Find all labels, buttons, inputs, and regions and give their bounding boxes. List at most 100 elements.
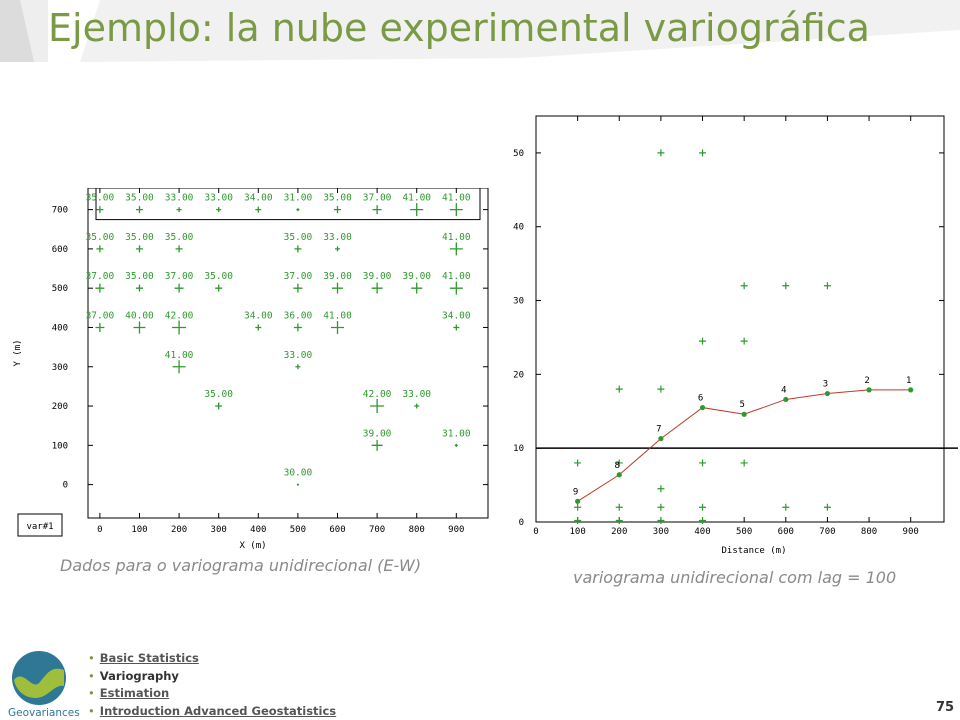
x-tick-label: 200: [611, 527, 627, 537]
sample-point: [293, 323, 302, 332]
sample-point: [295, 364, 301, 370]
sample-point: [172, 360, 186, 374]
sample-point: [176, 207, 182, 213]
sample-value-label: 36.00: [284, 310, 313, 321]
sample-point: [334, 206, 342, 214]
x-tick-label: 100: [131, 525, 147, 535]
title-band-decoration: [0, 0, 960, 62]
sample-value-label: 41.00: [442, 193, 471, 204]
selected-row-frame: [95, 188, 481, 221]
sample-value-label: 35.00: [204, 271, 233, 282]
cloud-point: [657, 485, 665, 493]
sample-point: [411, 282, 423, 294]
geovariances-logo: Geovariances: [8, 651, 80, 719]
sample-value-label: 35.00: [204, 389, 233, 400]
cloud-point: [699, 337, 707, 345]
y-tick-label: 0: [63, 481, 68, 491]
sample-point: [215, 402, 223, 410]
y-tick-label: 200: [52, 402, 68, 412]
sample-point: [293, 283, 303, 293]
cloud-point: [699, 149, 707, 157]
x-tick-label: 300: [653, 527, 669, 537]
plot-frame: [535, 115, 945, 523]
cloud-point: [657, 385, 665, 393]
sample-point: [255, 206, 262, 213]
right-chart-caption: variograma unidirecional com lag = 100: [573, 568, 897, 587]
x-tick-label: 100: [569, 527, 585, 537]
cloud-point: [615, 503, 623, 511]
nav-item: Variography: [88, 668, 336, 686]
cloud-point: [699, 517, 707, 525]
sample-point: [174, 283, 184, 293]
cloud-point: [574, 517, 582, 525]
sample-value-label: 39.00: [363, 428, 392, 439]
sample-location-map: 0 100 200 300 400 500 600 700 800 900 0 100 200 300 40…: [13, 188, 489, 551]
sample-value-label: 30.00: [284, 468, 313, 479]
nav-link[interactable]: Estimation: [99, 686, 170, 700]
experimental-point: [824, 390, 831, 397]
sample-point: [449, 242, 463, 256]
sample-value-label: 31.00: [442, 428, 471, 439]
sample-point: [335, 246, 341, 252]
sample-value-label: 35.00: [125, 193, 154, 204]
sample-value-label: 41.00: [442, 232, 471, 243]
sample-value-label: 39.00: [402, 271, 431, 282]
sample-value-label: 35.00: [125, 232, 154, 243]
cloud-point: [574, 459, 582, 467]
lag-label: 4: [781, 385, 786, 395]
sample-point: [133, 321, 146, 334]
sample-point: [96, 206, 104, 214]
cloud-point: [574, 503, 582, 511]
x-tick-label: 600: [778, 527, 794, 537]
sample-value-label: 41.00: [402, 193, 431, 204]
experimental-point: [741, 411, 747, 417]
y-tick-label: 500: [52, 284, 68, 294]
nav-link[interactable]: Introduction Advanced Geostatistics: [99, 703, 337, 718]
sample-point: [372, 205, 382, 215]
x-tick-label: 300: [211, 525, 227, 535]
x-tick-label: 0: [97, 525, 102, 535]
nav-item: Basic Statistics: [88, 650, 336, 668]
y-axis-title: Y (m): [13, 339, 23, 366]
sample-value-label: 40.00: [125, 310, 154, 321]
sample-value-label: 37.00: [165, 271, 194, 282]
nav-item: Estimation: [88, 685, 336, 703]
title-band: Ejemplo: la nube experimental variográfi…: [0, 0, 960, 62]
section-nav: Basic Statistics Variography Estimation Int…: [88, 650, 336, 720]
sample-point: [95, 283, 105, 293]
cloud-point: [782, 503, 790, 511]
experimental-point: [658, 435, 664, 442]
y-tick-label: 100: [52, 441, 68, 451]
x-tick-label: 400: [694, 527, 710, 537]
nav-link[interactable]: Basic Statistics: [99, 651, 199, 665]
sample-point: [410, 203, 424, 217]
x-tick-label: 900: [448, 525, 464, 535]
cloud-point: [657, 517, 665, 525]
experimental-point: [616, 472, 622, 478]
sample-point: [296, 208, 300, 212]
sample-value-label: 33.00: [204, 193, 233, 204]
y-tick-label: 30: [513, 297, 524, 307]
sample-point: [255, 324, 262, 331]
sample-value-label: 42.00: [363, 389, 392, 400]
x-tick-label: 0: [533, 527, 538, 537]
sample-value-label: 35.00: [86, 232, 115, 243]
x-tick-label: 500: [736, 527, 752, 537]
sample-value-label: 34.00: [244, 193, 273, 204]
cloud-point: [657, 149, 665, 157]
lag-label: 3: [823, 380, 828, 390]
sample-point: [449, 281, 463, 295]
y-tick-label: 40: [513, 223, 524, 233]
lag-label: 9: [573, 487, 578, 497]
sample-point: [175, 245, 183, 253]
cloud-point: [699, 459, 707, 467]
sample-point: [332, 282, 344, 294]
sample-value-label: 33.00: [402, 389, 431, 400]
x-tick-label: 700: [819, 527, 835, 537]
cloud-point: [657, 503, 665, 511]
experimental-point: [866, 387, 872, 393]
sample-value-label: 31.00: [284, 193, 313, 204]
experimental-point: [783, 396, 789, 403]
sample-value-label: 41.00: [442, 271, 471, 282]
sample-point: [96, 245, 104, 253]
